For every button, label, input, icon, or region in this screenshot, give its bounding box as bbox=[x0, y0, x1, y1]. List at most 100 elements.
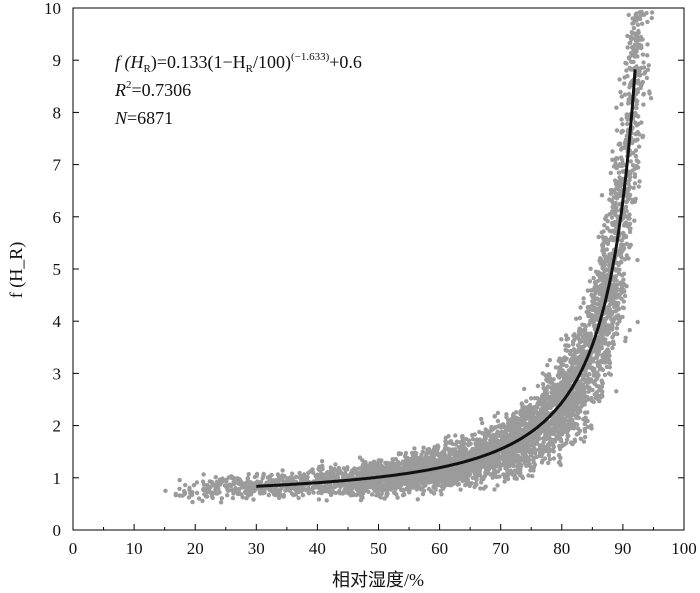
scatter-point bbox=[627, 40, 632, 46]
scatter-point bbox=[407, 480, 412, 486]
scatter-point bbox=[488, 433, 493, 439]
scatter-point bbox=[455, 451, 461, 456]
scatter-point bbox=[301, 484, 306, 490]
y-tick-label: 10 bbox=[44, 0, 61, 18]
scatter-point bbox=[516, 428, 521, 433]
scatter-point bbox=[554, 434, 559, 439]
scatter-point bbox=[369, 492, 375, 497]
scatter-point bbox=[565, 372, 570, 377]
scatter-point bbox=[520, 403, 525, 408]
scatter-point bbox=[611, 195, 616, 200]
scatter-point bbox=[615, 321, 620, 327]
scatter-point bbox=[416, 485, 422, 490]
scatter-point bbox=[382, 496, 387, 501]
scatter-point bbox=[550, 447, 555, 452]
scatter-point bbox=[641, 102, 646, 107]
scatter-point bbox=[592, 323, 597, 328]
scatter-point bbox=[187, 485, 192, 491]
scatter-point bbox=[635, 22, 641, 27]
scatter-point bbox=[459, 464, 465, 469]
scatter-point bbox=[426, 464, 431, 469]
scatter-point bbox=[543, 408, 549, 413]
scatter-point bbox=[512, 423, 517, 428]
scatter-point bbox=[306, 491, 312, 496]
scatter-point bbox=[569, 374, 574, 380]
scatter-point bbox=[621, 223, 627, 228]
y-tick-label: 1 bbox=[53, 469, 62, 488]
scatter-point bbox=[487, 458, 492, 464]
scatter-point bbox=[622, 92, 628, 97]
scatter-point bbox=[218, 482, 223, 487]
scatter-point bbox=[288, 479, 293, 484]
scatter-point bbox=[515, 459, 520, 464]
scatter-point bbox=[433, 487, 438, 492]
scatter-point bbox=[568, 422, 573, 427]
scatter-point bbox=[368, 467, 374, 472]
scatter-point bbox=[492, 459, 497, 464]
x-tick-label: 70 bbox=[492, 539, 509, 558]
scatter-point bbox=[363, 462, 369, 467]
scatter-point bbox=[342, 487, 348, 492]
scatter-point bbox=[576, 431, 581, 436]
scatter-point bbox=[609, 340, 615, 346]
scatter-point bbox=[544, 377, 549, 382]
scatter-point bbox=[588, 318, 593, 323]
scatter-point bbox=[393, 456, 398, 462]
scatter-point bbox=[520, 457, 526, 462]
scatter-point bbox=[599, 384, 605, 389]
scatter-point bbox=[537, 443, 543, 448]
scatter-point bbox=[214, 479, 220, 485]
scatter-point bbox=[277, 488, 283, 493]
scatter-point bbox=[563, 347, 568, 353]
scatter-point bbox=[554, 428, 560, 434]
scatter-point bbox=[487, 442, 492, 447]
scatter-point bbox=[645, 53, 650, 58]
scatter-point bbox=[574, 370, 579, 375]
x-tick-label: 0 bbox=[69, 539, 78, 558]
scatter-point bbox=[646, 63, 651, 68]
scatter-point bbox=[595, 271, 600, 277]
scatter-point bbox=[633, 154, 639, 159]
scatter-point bbox=[587, 322, 592, 327]
scatter-point bbox=[553, 365, 559, 370]
scatter-point bbox=[578, 355, 583, 360]
scatter-point bbox=[297, 488, 302, 493]
scatter-point bbox=[357, 455, 363, 460]
scatter-point bbox=[623, 234, 628, 240]
plot-area bbox=[73, 8, 684, 530]
scatter-point bbox=[605, 273, 610, 278]
scatter-point bbox=[439, 461, 444, 466]
scatter-point bbox=[632, 218, 637, 223]
scatter-point bbox=[208, 484, 213, 490]
scatter-point bbox=[542, 456, 548, 461]
scatter-point bbox=[597, 291, 603, 297]
scatter-point bbox=[269, 480, 274, 485]
scatter-point bbox=[438, 478, 444, 484]
scatter-point bbox=[571, 426, 577, 431]
scatter-point bbox=[641, 65, 647, 70]
scatter-point bbox=[602, 326, 607, 332]
scatter-point bbox=[632, 138, 637, 143]
scatter-point bbox=[506, 418, 511, 423]
scatter-point bbox=[626, 100, 631, 106]
scatter-point bbox=[526, 409, 531, 415]
scatter-point bbox=[237, 486, 242, 492]
scatter-point bbox=[358, 487, 363, 493]
scatter-point bbox=[517, 433, 522, 438]
scatter-point bbox=[540, 382, 546, 387]
scatter-point bbox=[564, 429, 569, 434]
scatter-point bbox=[635, 90, 640, 95]
scatter-point bbox=[352, 481, 357, 487]
scatter-point bbox=[196, 496, 202, 501]
scatter-point bbox=[358, 498, 364, 503]
scatter-point bbox=[415, 479, 420, 484]
scatter-point bbox=[599, 366, 604, 372]
scatter-point bbox=[628, 67, 634, 72]
scatter-point bbox=[637, 132, 642, 137]
scatter-point bbox=[574, 399, 579, 404]
scatter-point bbox=[604, 332, 609, 337]
scatter-point bbox=[627, 221, 633, 226]
scatter-point bbox=[614, 326, 620, 331]
scatter-point bbox=[580, 334, 585, 340]
scatter-point bbox=[441, 470, 446, 475]
